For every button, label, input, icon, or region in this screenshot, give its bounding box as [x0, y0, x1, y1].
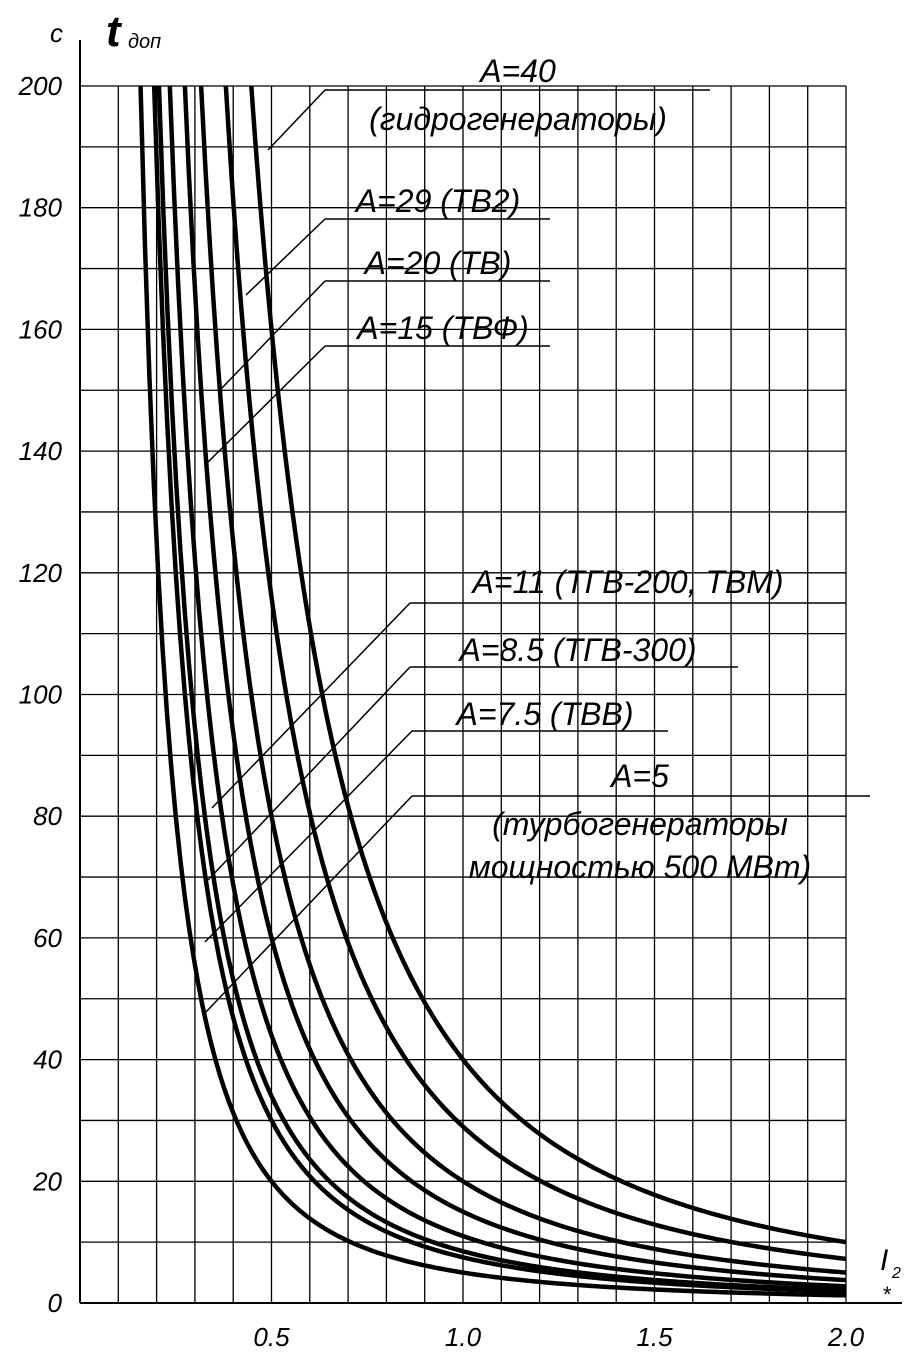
y-tick-label: 60: [33, 923, 62, 953]
series-label: A=11 (ТГВ-200, ТВМ): [470, 564, 783, 600]
series-label: A=8.5 (ТГВ-300): [457, 632, 696, 668]
series-label: (турбогенераторы: [492, 806, 788, 842]
y-tick-label: 120: [19, 558, 63, 588]
y-axis-unit: с: [50, 18, 63, 48]
series-label: A=20 (ТВ): [363, 245, 512, 281]
leader-line: [207, 666, 411, 881]
y-tick-label: 40: [33, 1045, 62, 1075]
x-tick-label: 1.0: [445, 1322, 482, 1352]
leaders: [204, 89, 870, 1014]
y-tick-label: 200: [18, 71, 63, 101]
x-tick-label: 2.0: [827, 1322, 865, 1352]
series-curve-A15: [182, 85, 847, 1283]
series-curve-A11: [167, 85, 847, 1289]
y-axis-title: t: [106, 7, 123, 56]
series-curve-A5: [138, 85, 847, 1298]
series-label: A=7.5 (ТВВ): [455, 696, 634, 732]
series-label: A=15 (ТВФ): [355, 310, 528, 346]
series-label: A=5: [609, 758, 669, 794]
series-label: (гидрогенераторы): [369, 101, 667, 137]
y-tick-label: 20: [32, 1166, 62, 1196]
x-axis-title-sub: 2: [891, 1265, 901, 1282]
leader-line: [204, 345, 326, 466]
leader-line: [211, 602, 411, 809]
leader-line: [204, 795, 413, 1014]
tick-labels: 0 20 40 60 80 100 120 140 160 180 200 0.5 1.0 1.5 2.0: [18, 71, 865, 1352]
x-axis-title-star: *: [882, 1282, 892, 1307]
series-curve-A20: [198, 85, 847, 1275]
series-labels: A=40 (гидрогенераторы) A=29 (ТВ2) A=20 (ТВ)…: [354, 53, 811, 885]
series-curve-A7_5: [151, 85, 847, 1294]
grid: [80, 85, 847, 1303]
axes: [79, 40, 902, 1304]
series-label: мощностью 500 МВт): [469, 849, 811, 885]
x-tick-label: 0.5: [253, 1322, 290, 1352]
y-tick-label: 0: [48, 1288, 63, 1318]
y-tick-label: 100: [19, 680, 63, 710]
y-tick-label: 160: [19, 314, 63, 344]
series-label: A=40: [478, 53, 556, 89]
series-curve-A40: [249, 85, 847, 1245]
y-tick-label: 140: [19, 436, 63, 466]
leader-line: [245, 218, 326, 296]
curves: [138, 85, 847, 1298]
x-tick-label: 1.5: [636, 1322, 673, 1352]
leader-line: [204, 730, 413, 943]
leader-line: [267, 89, 326, 151]
y-tick-label: 180: [19, 193, 63, 223]
y-tick-label: 80: [33, 801, 62, 831]
leader-line: [219, 280, 326, 391]
series-curve-A29: [223, 85, 847, 1262]
y-axis-title-sub: доп: [128, 31, 161, 53]
series-label: A=29 (ТВ2): [354, 183, 521, 219]
x-axis-title: I: [880, 1244, 888, 1277]
